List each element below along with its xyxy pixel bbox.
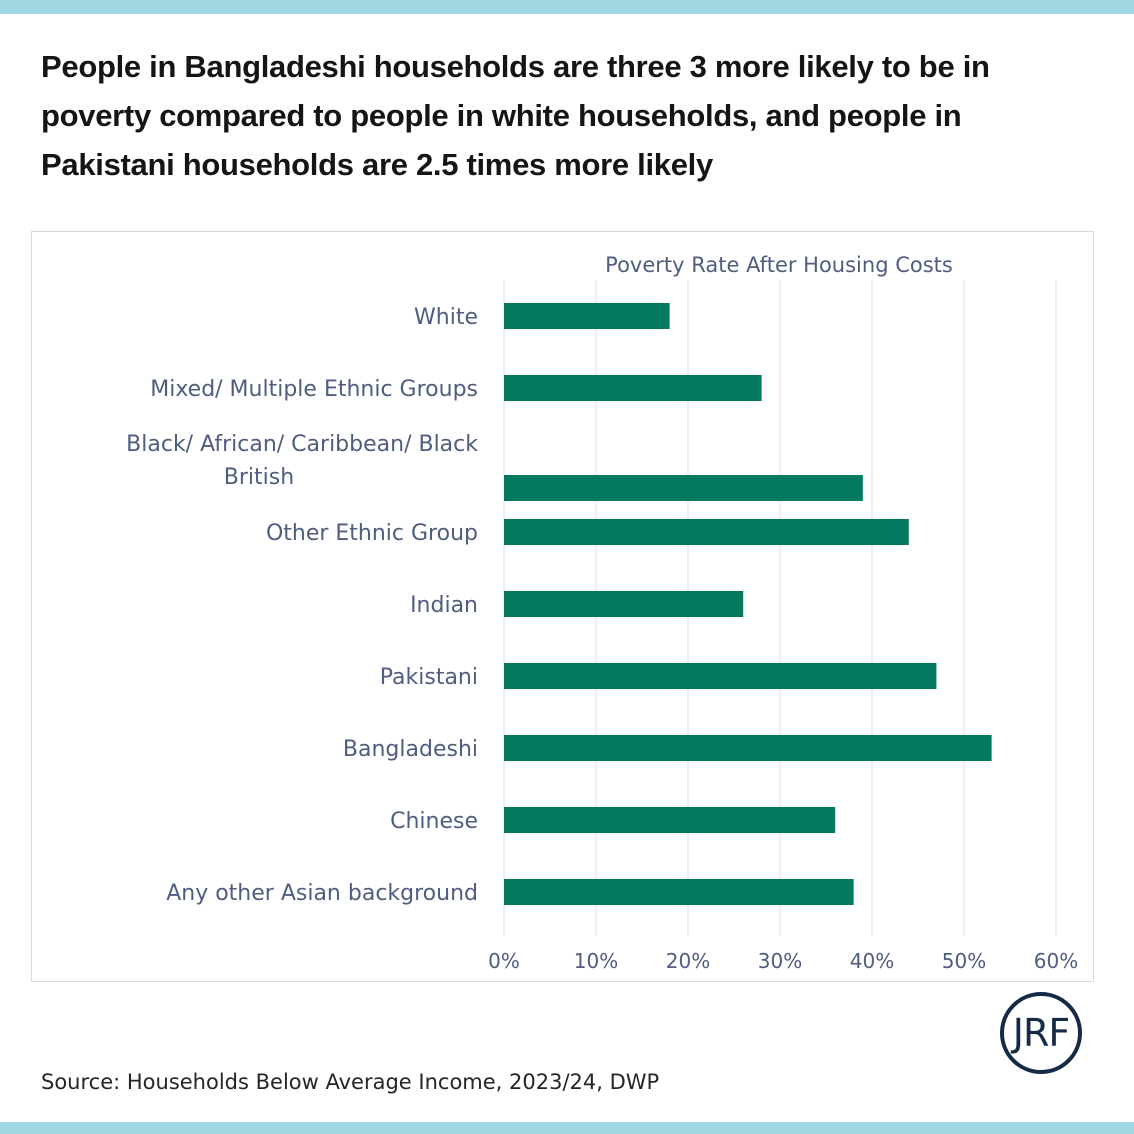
x-tick-label: 60% (1034, 949, 1078, 973)
category-label: Chinese (390, 809, 478, 834)
bar-pakistani (504, 663, 937, 689)
x-tick-label: 0% (488, 949, 520, 973)
bar-indian (504, 591, 744, 617)
category-label-line2: British (224, 465, 294, 490)
bar-other-ethnic-group (504, 519, 909, 545)
category-label: Bangladeshi (343, 737, 478, 762)
bar-any-other-asian-background (504, 879, 854, 905)
bar-mixed-multiple-ethnic-groups (504, 375, 762, 401)
jrf-logo: JRF (1000, 992, 1082, 1074)
bottom-accent-band (0, 1122, 1134, 1134)
x-tick-label: 50% (942, 949, 986, 973)
bar-chinese (504, 807, 836, 833)
x-tick-label: 10% (574, 949, 618, 973)
x-tick-label: 40% (850, 949, 894, 973)
category-label: Mixed/ Multiple Ethnic Groups (150, 377, 478, 402)
bar-black-african-caribbean-black-british (504, 475, 863, 501)
category-label: White (414, 305, 478, 330)
chart-frame (31, 231, 1094, 982)
chart-headline: People in Bangladeshi households are thr… (41, 49, 990, 182)
bar-white (504, 303, 670, 329)
x-tick-label: 20% (666, 949, 710, 973)
category-label: Black/ African/ Caribbean/ Black (126, 432, 478, 457)
category-label: Other Ethnic Group (266, 521, 478, 546)
category-label: Any other Asian background (166, 881, 478, 906)
source-note: Source: Households Below Average Income,… (41, 1070, 660, 1094)
x-tick-label: 30% (758, 949, 802, 973)
chart-title: Poverty Rate After Housing Costs (605, 253, 953, 277)
category-label: Indian (410, 593, 478, 618)
category-label: Pakistani (380, 665, 478, 690)
bar-bangladeshi (504, 735, 992, 761)
top-accent-band (0, 0, 1134, 14)
